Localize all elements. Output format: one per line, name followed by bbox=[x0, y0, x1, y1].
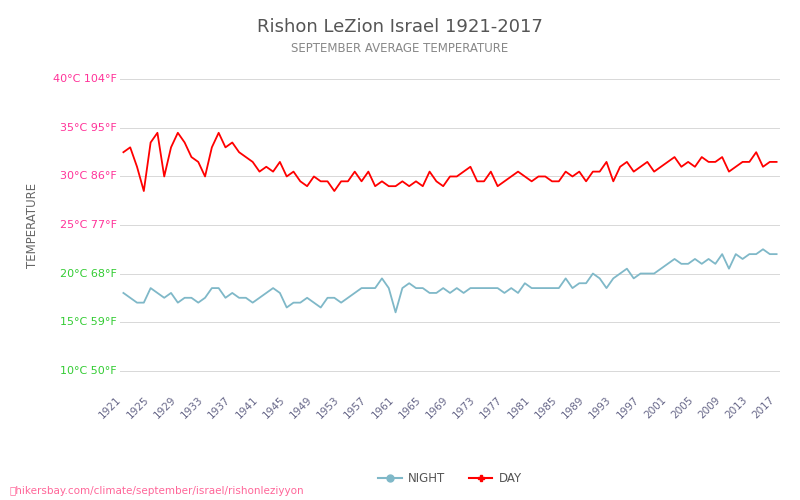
Text: 15°C 59°F: 15°C 59°F bbox=[60, 317, 117, 327]
Text: 10°C 50°F: 10°C 50°F bbox=[60, 366, 117, 376]
Y-axis label: TEMPERATURE: TEMPERATURE bbox=[26, 182, 38, 268]
Legend: NIGHT, DAY: NIGHT, DAY bbox=[374, 468, 526, 489]
Text: Rishon LeZion Israel 1921-2017: Rishon LeZion Israel 1921-2017 bbox=[257, 18, 543, 36]
Text: 📍hikersbay.com/climate/september/israel/rishonleziyyon: 📍hikersbay.com/climate/september/israel/… bbox=[10, 486, 304, 496]
Text: 40°C 104°F: 40°C 104°F bbox=[53, 74, 117, 85]
Text: 20°C 68°F: 20°C 68°F bbox=[60, 268, 117, 278]
Text: 25°C 77°F: 25°C 77°F bbox=[60, 220, 117, 230]
Text: 30°C 86°F: 30°C 86°F bbox=[60, 172, 117, 181]
Text: 35°C 95°F: 35°C 95°F bbox=[60, 123, 117, 133]
Text: SEPTEMBER AVERAGE TEMPERATURE: SEPTEMBER AVERAGE TEMPERATURE bbox=[291, 42, 509, 56]
